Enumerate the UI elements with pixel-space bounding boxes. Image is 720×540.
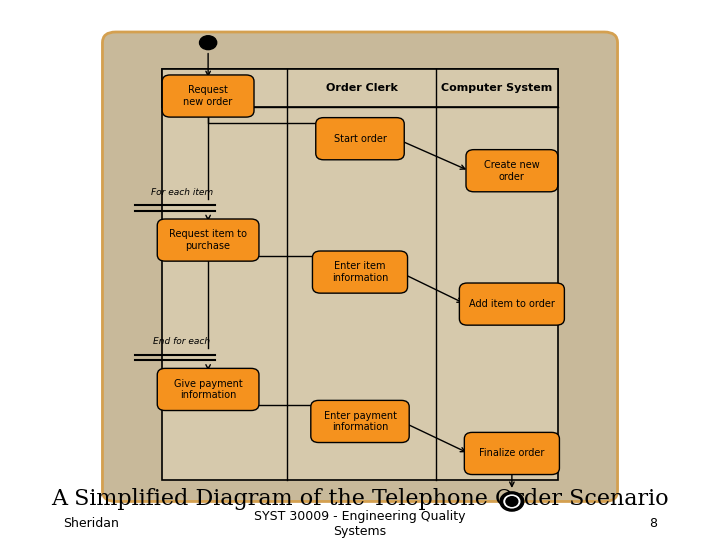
FancyBboxPatch shape — [102, 32, 618, 502]
Circle shape — [504, 495, 520, 508]
FancyBboxPatch shape — [311, 400, 409, 442]
Text: Customer: Customer — [194, 83, 255, 93]
Circle shape — [506, 497, 518, 507]
Text: Add item to order: Add item to order — [469, 299, 555, 309]
Text: Enter item
information: Enter item information — [332, 261, 388, 283]
FancyBboxPatch shape — [459, 283, 564, 325]
Text: For each item: For each item — [150, 187, 213, 197]
FancyBboxPatch shape — [162, 75, 254, 117]
FancyBboxPatch shape — [162, 69, 558, 480]
Circle shape — [500, 492, 523, 511]
Text: End for each: End for each — [153, 337, 210, 346]
Text: Finalize order: Finalize order — [480, 448, 544, 458]
Text: 8: 8 — [649, 517, 657, 530]
FancyBboxPatch shape — [157, 219, 259, 261]
Text: Request
new order: Request new order — [184, 85, 233, 107]
Text: Computer System: Computer System — [441, 83, 553, 93]
FancyBboxPatch shape — [464, 433, 559, 475]
Text: Create new
order: Create new order — [484, 160, 540, 181]
Text: SYST 30009 - Engineering Quality
Systems: SYST 30009 - Engineering Quality Systems — [254, 510, 466, 538]
Text: Sheridan: Sheridan — [63, 517, 119, 530]
FancyBboxPatch shape — [162, 69, 558, 107]
FancyBboxPatch shape — [316, 118, 404, 160]
Circle shape — [199, 36, 217, 50]
Text: Start order: Start order — [333, 134, 387, 144]
FancyBboxPatch shape — [312, 251, 408, 293]
FancyBboxPatch shape — [157, 368, 259, 410]
Text: A Simplified Diagram of the Telephone Order Scenario: A Simplified Diagram of the Telephone Or… — [51, 488, 669, 510]
Text: Give payment
information: Give payment information — [174, 379, 243, 400]
Text: Request item to
purchase: Request item to purchase — [169, 230, 247, 251]
Text: Order Clerk: Order Clerk — [325, 83, 397, 93]
FancyBboxPatch shape — [466, 150, 558, 192]
Text: Enter payment
information: Enter payment information — [323, 410, 397, 432]
